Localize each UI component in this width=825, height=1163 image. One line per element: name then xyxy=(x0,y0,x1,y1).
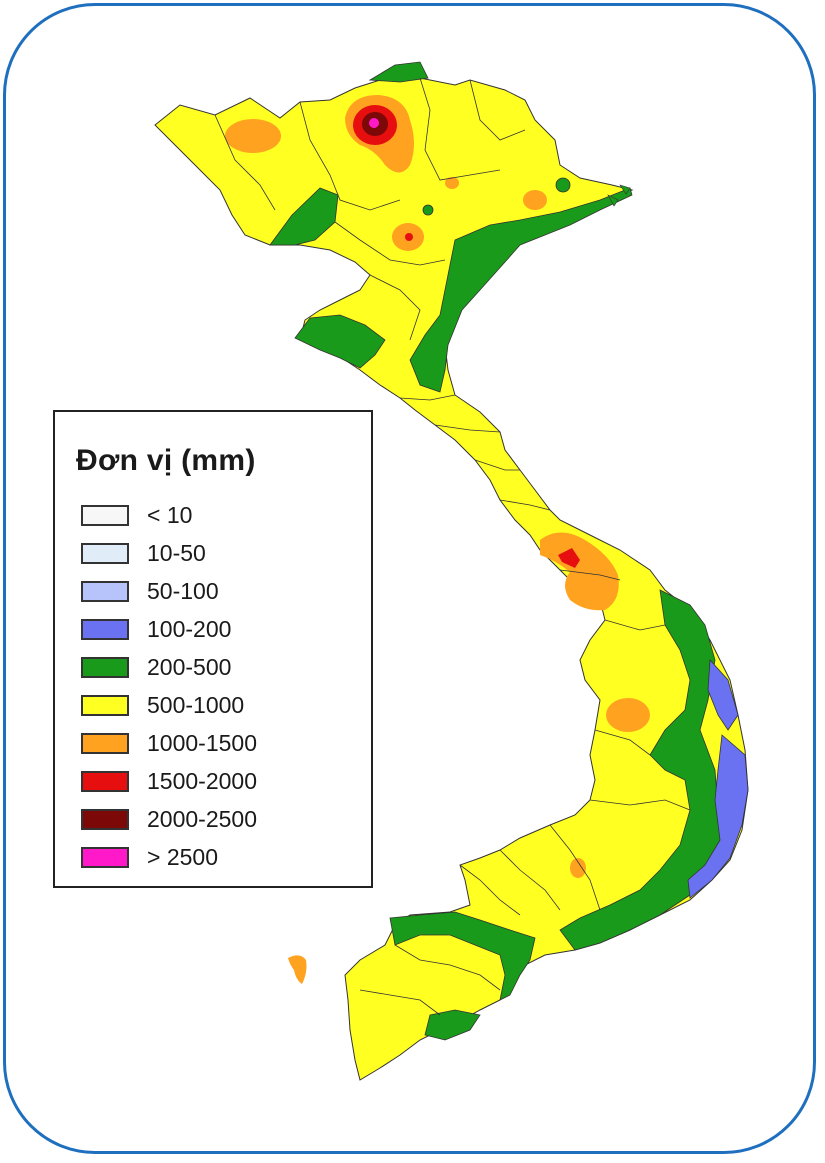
legend-swatch xyxy=(81,808,129,830)
legend-label: 10-50 xyxy=(147,539,206,566)
legend-list: < 10 10-50 50-100 100-200 200-500 500-1000 100… xyxy=(81,496,257,876)
legend-swatch xyxy=(81,542,129,564)
legend-label: < 10 xyxy=(147,501,193,528)
legend-swatch xyxy=(81,580,129,602)
legend-swatch xyxy=(81,732,129,754)
legend-label: > 2500 xyxy=(147,843,218,870)
northeast-islands xyxy=(607,184,631,207)
legend-item: 200-500 xyxy=(81,648,257,686)
legend-label: 50-100 xyxy=(147,577,219,604)
legend-item: 1000-1500 xyxy=(81,724,257,762)
legend-item: 500-1000 xyxy=(81,686,257,724)
legend-title: Đơn vị (mm) xyxy=(76,444,256,477)
legend-swatch xyxy=(81,618,129,640)
rainfall-200-500-zones xyxy=(269,61,726,1041)
legend-item: 50-100 xyxy=(81,572,257,610)
legend-item: 100-200 xyxy=(81,610,257,648)
legend-label: 1500-2000 xyxy=(147,767,257,794)
legend-swatch xyxy=(81,656,129,678)
rounded-frame xyxy=(3,3,816,1154)
legend-swatch xyxy=(81,694,129,716)
legend-label: 2000-2500 xyxy=(147,805,257,832)
legend-item: > 2500 xyxy=(81,838,257,876)
legend-item: 1500-2000 xyxy=(81,762,257,800)
legend-label: 100-200 xyxy=(147,615,232,642)
rainfall-peak-zones xyxy=(353,105,580,568)
rainfall-100-200-zones xyxy=(687,659,749,899)
map-legend: Đơn vị (mm) < 10 10-50 50-100 100-200 200-50… xyxy=(53,410,373,888)
legend-item: < 10 xyxy=(81,496,257,534)
legend-swatch xyxy=(81,770,129,792)
province-boundaries xyxy=(214,77,691,1016)
legend-label: 1000-1500 xyxy=(147,729,257,756)
legend-label: 500-1000 xyxy=(147,691,245,718)
legend-swatch xyxy=(81,504,129,526)
legend-label: 200-500 xyxy=(147,653,232,680)
legend-item: 10-50 xyxy=(81,534,257,572)
legend-swatch xyxy=(81,846,129,868)
legend-item: 2000-2500 xyxy=(81,800,257,838)
